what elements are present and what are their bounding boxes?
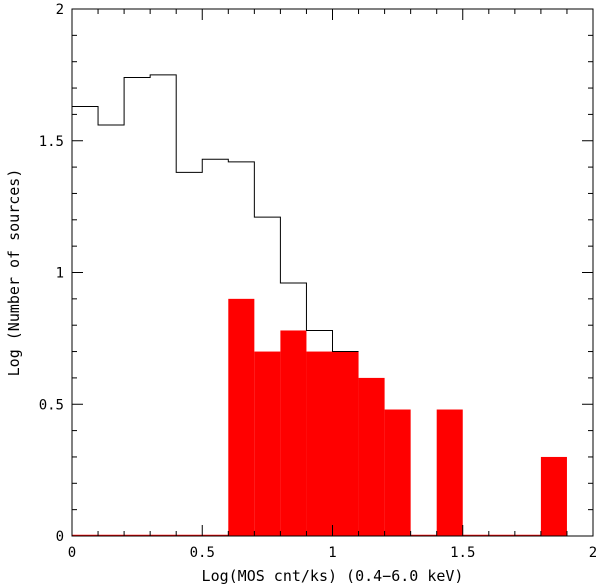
filled-series <box>72 298 567 537</box>
filled-bar <box>332 351 359 536</box>
filled-bar <box>436 409 463 536</box>
filled-bar <box>384 409 411 536</box>
y-tick-label: 1.5 <box>39 134 64 150</box>
x-tick-label: 1.5 <box>450 545 475 561</box>
filled-bar <box>358 377 385 536</box>
filled-bar <box>306 351 333 536</box>
filled-bar <box>254 351 281 536</box>
y-tick-label: 0 <box>56 529 64 545</box>
filled-bar <box>228 298 255 536</box>
tick-labels: 0 0.5 1 1.5 2 0 0.5 1 1.5 2 <box>39 2 598 561</box>
axis-ticks <box>71 8 594 537</box>
x-axis-label: Log(MOS cnt/ks) (0.4−6.0 keV) <box>202 567 464 585</box>
outline-series-line <box>72 74 359 353</box>
x-tick-label: 0.5 <box>190 545 215 561</box>
y-tick-label: 1 <box>56 266 64 282</box>
y-tick-label: 2 <box>56 2 64 18</box>
filled-bar <box>540 456 567 536</box>
y-axis-label: Log (Number of sources) <box>5 169 23 377</box>
x-tick-label: 1 <box>328 545 336 561</box>
filled-bar <box>280 330 307 536</box>
x-tick-label: 0 <box>68 545 76 561</box>
y-tick-label: 0.5 <box>39 397 64 413</box>
x-tick-label: 2 <box>589 545 597 561</box>
